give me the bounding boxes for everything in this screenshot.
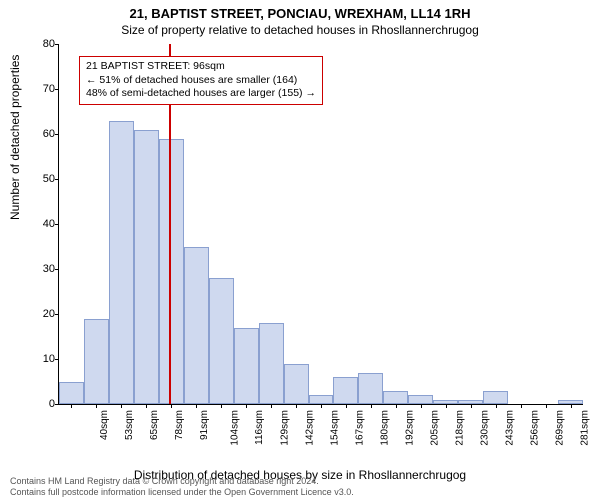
ytick-label: 60 <box>27 128 55 140</box>
bar <box>408 395 433 404</box>
bar <box>59 382 84 405</box>
xtick-mark <box>321 404 322 408</box>
bar <box>309 395 334 404</box>
ytick-mark <box>55 224 59 225</box>
container: 21, BAPTIST STREET, PONCIAU, WREXHAM, LL… <box>0 0 600 500</box>
xtick-mark <box>171 404 172 408</box>
bar <box>134 130 159 405</box>
plot: 0102030405060708040sqm53sqm65sqm78sqm91s… <box>58 44 583 405</box>
xtick-label: 91sqm <box>199 410 210 440</box>
xtick-mark <box>296 404 297 408</box>
xtick-mark <box>146 404 147 408</box>
xtick-label: 40sqm <box>99 410 110 440</box>
xtick-label: 78sqm <box>174 410 185 440</box>
title-main: 21, BAPTIST STREET, PONCIAU, WREXHAM, LL… <box>0 0 600 21</box>
xtick-mark <box>471 404 472 408</box>
xtick-mark <box>196 404 197 408</box>
xtick-label: 205sqm <box>429 410 440 446</box>
bar <box>159 139 184 405</box>
title-sub: Size of property relative to detached ho… <box>0 21 600 37</box>
xtick-mark <box>496 404 497 408</box>
xtick-label: 243sqm <box>504 410 515 446</box>
ytick-mark <box>55 404 59 405</box>
xtick-mark <box>221 404 222 408</box>
ytick-label: 10 <box>27 353 55 365</box>
xtick-mark <box>271 404 272 408</box>
xtick-label: 116sqm <box>254 410 265 445</box>
xtick-label: 142sqm <box>305 410 316 446</box>
ytick-mark <box>55 179 59 180</box>
xtick-mark <box>246 404 247 408</box>
xtick-label: 129sqm <box>280 410 291 446</box>
y-axis-label: Number of detached properties <box>8 55 22 220</box>
ytick-mark <box>55 314 59 315</box>
ytick-label: 80 <box>27 38 55 50</box>
xtick-mark <box>521 404 522 408</box>
ytick-mark <box>55 359 59 360</box>
xtick-label: 65sqm <box>149 410 160 440</box>
xtick-mark <box>421 404 422 408</box>
ytick-label: 50 <box>27 173 55 185</box>
xtick-label: 167sqm <box>355 410 366 446</box>
ytick-mark <box>55 134 59 135</box>
xtick-label: 53sqm <box>124 410 135 440</box>
ytick-mark <box>55 44 59 45</box>
annot-line3: 48% of semi-detached houses are larger (… <box>86 87 316 101</box>
footer-line-1: Contains HM Land Registry data © Crown c… <box>10 476 354 487</box>
chart-area: 0102030405060708040sqm53sqm65sqm78sqm91s… <box>58 44 582 404</box>
xtick-mark <box>371 404 372 408</box>
xtick-label: 269sqm <box>554 410 565 446</box>
ytick-mark <box>55 89 59 90</box>
xtick-mark <box>71 404 72 408</box>
annotation-box: 21 BAPTIST STREET: 96sqm← 51% of detache… <box>79 56 323 105</box>
bar <box>383 391 408 405</box>
bar <box>234 328 259 405</box>
bar <box>483 391 508 405</box>
xtick-label: 104sqm <box>230 410 241 446</box>
xtick-mark <box>96 404 97 408</box>
xtick-label: 154sqm <box>330 410 341 446</box>
ytick-label: 30 <box>27 263 55 275</box>
ytick-label: 70 <box>27 83 55 95</box>
bar <box>109 121 134 405</box>
bar <box>284 364 309 405</box>
xtick-label: 281sqm <box>579 410 590 446</box>
xtick-mark <box>546 404 547 408</box>
xtick-label: 256sqm <box>529 410 540 446</box>
footer-line-2: Contains full postcode information licen… <box>10 487 354 498</box>
bar <box>184 247 209 405</box>
annot-line1: 21 BAPTIST STREET: 96sqm <box>86 60 316 74</box>
annot-line2: ← 51% of detached houses are smaller (16… <box>86 74 316 88</box>
xtick-label: 180sqm <box>380 410 391 446</box>
ytick-label: 20 <box>27 308 55 320</box>
xtick-mark <box>571 404 572 408</box>
bar <box>333 377 358 404</box>
xtick-mark <box>396 404 397 408</box>
bar <box>259 323 284 404</box>
xtick-mark <box>346 404 347 408</box>
ytick-label: 0 <box>27 398 55 410</box>
xtick-label: 230sqm <box>479 410 490 446</box>
xtick-mark <box>446 404 447 408</box>
bar <box>209 278 234 404</box>
xtick-label: 218sqm <box>454 410 465 446</box>
ytick-label: 40 <box>27 218 55 230</box>
xtick-mark <box>121 404 122 408</box>
xtick-label: 192sqm <box>404 410 415 446</box>
footer: Contains HM Land Registry data © Crown c… <box>10 476 354 498</box>
ytick-mark <box>55 269 59 270</box>
bar <box>358 373 383 405</box>
bar <box>84 319 109 405</box>
